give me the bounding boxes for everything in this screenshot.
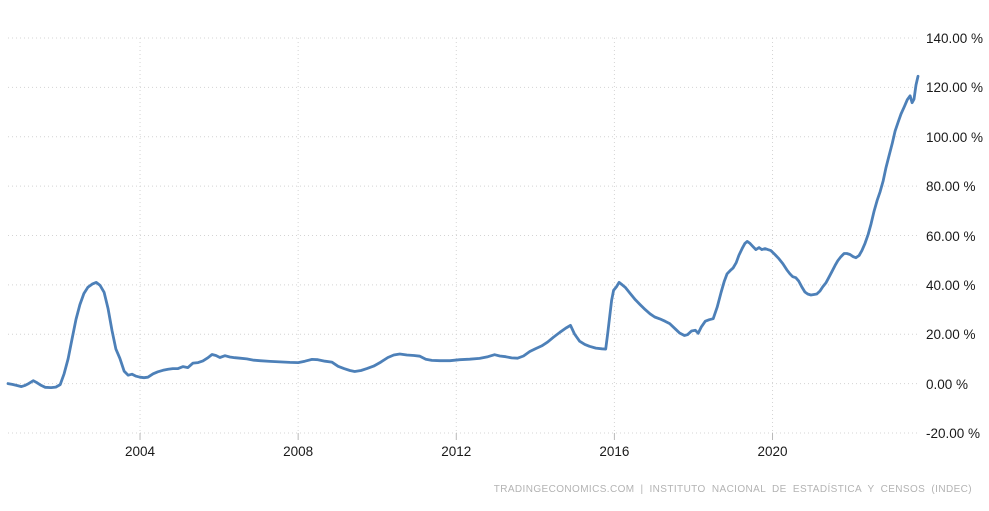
y-axis-label: 20.00 %: [926, 327, 976, 343]
inflation-line: [6, 74, 920, 390]
y-axis-label: 100.00 %: [926, 129, 984, 145]
y-axis-label: 40.00 %: [926, 277, 976, 293]
y-axis-label: 0.00 %: [926, 376, 969, 392]
x-axis-label: 2016: [599, 444, 630, 459]
x-axis-label: 2020: [757, 444, 788, 459]
y-axis-label: 120.00 %: [926, 80, 984, 96]
attribution: TRADINGECONOMICS.COM | INSTITUTO NACIONAL …: [494, 484, 972, 495]
x-axis-label: 2004: [125, 444, 156, 459]
attribution-site-link[interactable]: TRADINGECONOMICS.COM: [493, 484, 635, 495]
attribution-source-link[interactable]: INSTITUTO NACIONAL DE ESTADÍSTICA Y CENS…: [649, 484, 972, 495]
attribution-separator: |: [640, 484, 644, 495]
x-axis-label: 2008: [283, 444, 314, 459]
y-axis-label: 80.00 %: [926, 179, 976, 195]
y-axis-label: 60.00 %: [926, 228, 976, 244]
x-axis-label: 2012: [441, 444, 472, 459]
y-axis-label: -20.00 %: [926, 426, 981, 441]
y-axis-label: 140.00 %: [926, 31, 984, 46]
